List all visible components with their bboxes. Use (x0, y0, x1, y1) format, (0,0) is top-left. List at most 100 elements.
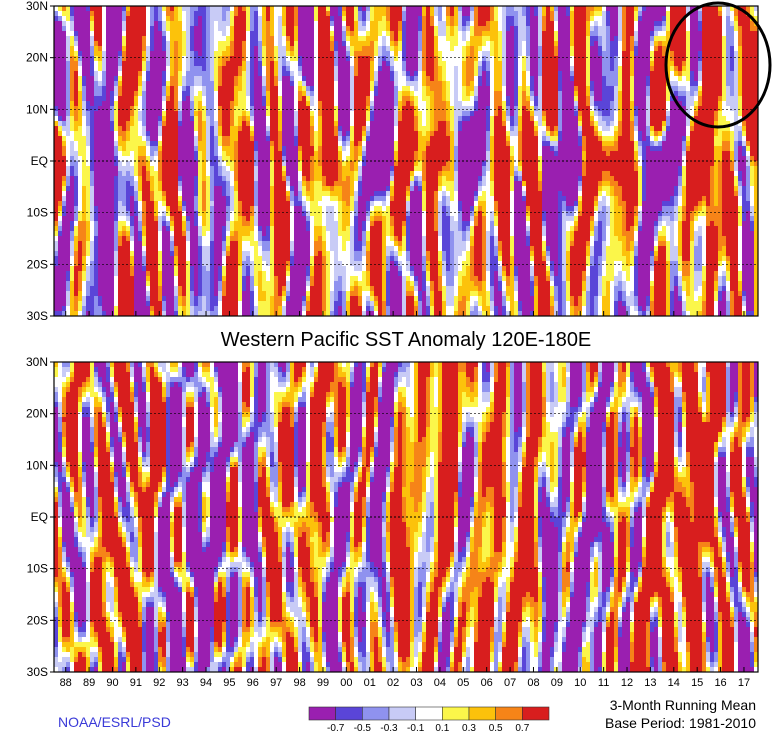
anomaly-cell (726, 81, 731, 87)
anomaly-cell (94, 106, 99, 112)
anomaly-cell (634, 116, 639, 122)
anomaly-cell (686, 96, 691, 102)
anomaly-cell (542, 136, 547, 142)
anomaly-cell (378, 136, 383, 142)
anomaly-cell (418, 126, 423, 132)
anomaly-cell (54, 111, 59, 117)
anomaly-cell (182, 36, 187, 42)
anomaly-cell (434, 121, 439, 127)
anomaly-cell (190, 16, 195, 22)
anomaly-cell (454, 141, 459, 147)
anomaly-cell (222, 41, 227, 47)
anomaly-cell (570, 86, 575, 92)
anomaly-cell (322, 61, 327, 67)
anomaly-cell (458, 116, 463, 122)
anomaly-cell (418, 141, 423, 147)
anomaly-cell (550, 51, 555, 57)
anomaly-cell (750, 136, 755, 142)
anomaly-cell (666, 106, 671, 112)
anomaly-cell (270, 46, 275, 52)
anomaly-cell (486, 111, 491, 117)
anomaly-cell (662, 121, 667, 127)
anomaly-cell (178, 26, 183, 32)
anomaly-cell (358, 76, 363, 82)
anomaly-cell (730, 101, 735, 107)
anomaly-cell (278, 26, 283, 32)
anomaly-cell (494, 116, 499, 122)
anomaly-cell (614, 116, 619, 122)
anomaly-cell (286, 6, 291, 12)
anomaly-cell (446, 51, 451, 57)
anomaly-cell (542, 16, 547, 22)
anomaly-cell (518, 121, 523, 127)
anomaly-cell (662, 111, 667, 117)
anomaly-cell (670, 86, 675, 92)
anomaly-cell (190, 6, 195, 12)
anomaly-cell (274, 91, 279, 97)
anomaly-cell (646, 106, 651, 112)
anomaly-cell (462, 56, 467, 62)
anomaly-cell (286, 96, 291, 102)
anomaly-cell (450, 116, 455, 122)
anomaly-cell (426, 21, 431, 27)
anomaly-cell (182, 71, 187, 77)
anomaly-cell (466, 81, 471, 87)
anomaly-cell (422, 41, 427, 47)
anomaly-cell (282, 136, 287, 142)
anomaly-cell (466, 71, 471, 77)
anomaly-cell (82, 111, 87, 117)
anomaly-cell (250, 111, 255, 117)
anomaly-cell (118, 31, 123, 37)
anomaly-cell (266, 96, 271, 102)
anomaly-cell (274, 146, 279, 152)
anomaly-cell (302, 131, 307, 137)
anomaly-cell (134, 116, 139, 122)
anomaly-cell (118, 51, 123, 57)
anomaly-cell (542, 36, 547, 42)
anomaly-cell (634, 111, 639, 117)
anomaly-cell (278, 121, 283, 127)
anomaly-cell (662, 56, 667, 62)
anomaly-cell (250, 31, 255, 37)
anomaly-cell (686, 71, 691, 77)
anomaly-cell (746, 81, 751, 87)
anomaly-cell (434, 96, 439, 102)
anomaly-cell (98, 96, 103, 102)
anomaly-cell (422, 71, 427, 77)
anomaly-cell (322, 71, 327, 77)
anomaly-cell (134, 61, 139, 67)
anomaly-cell (454, 86, 459, 92)
anomaly-cell (366, 61, 371, 67)
anomaly-cell (638, 61, 643, 67)
anomaly-cell (110, 36, 115, 42)
anomaly-cell (298, 101, 303, 107)
anomaly-cell (746, 101, 751, 107)
anomaly-cell (106, 146, 111, 152)
anomaly-cell (434, 76, 439, 82)
anomaly-cell (254, 26, 259, 32)
anomaly-cell (518, 46, 523, 52)
anomaly-cell (378, 96, 383, 102)
anomaly-cell (102, 46, 107, 52)
anomaly-cell (122, 46, 127, 52)
anomaly-cell (78, 141, 83, 147)
anomaly-cell (202, 146, 207, 152)
anomaly-cell (606, 111, 611, 117)
anomaly-cell (478, 36, 483, 42)
anomaly-cell (506, 136, 511, 142)
anomaly-cell (122, 31, 127, 37)
anomaly-cell (430, 81, 435, 87)
anomaly-cell (394, 81, 399, 87)
anomaly-cell (54, 141, 59, 147)
anomaly-cell (54, 6, 59, 12)
anomaly-cell (146, 146, 151, 152)
anomaly-cell (210, 16, 215, 22)
anomaly-cell (374, 46, 379, 52)
anomaly-cell (586, 21, 591, 27)
anomaly-cell (750, 86, 755, 92)
anomaly-cell (226, 36, 231, 42)
anomaly-cell (186, 146, 191, 152)
anomaly-cell (170, 91, 175, 97)
anomaly-cell (98, 71, 103, 77)
anomaly-cell (126, 141, 131, 147)
